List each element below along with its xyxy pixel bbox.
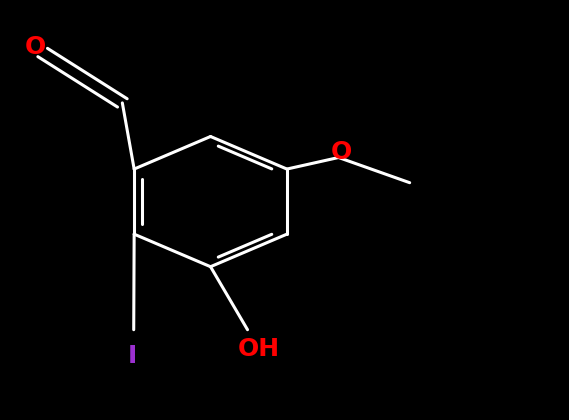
Text: O: O (331, 140, 352, 164)
Text: OH: OH (238, 337, 280, 362)
Text: O: O (24, 35, 46, 59)
Text: I: I (127, 344, 137, 368)
